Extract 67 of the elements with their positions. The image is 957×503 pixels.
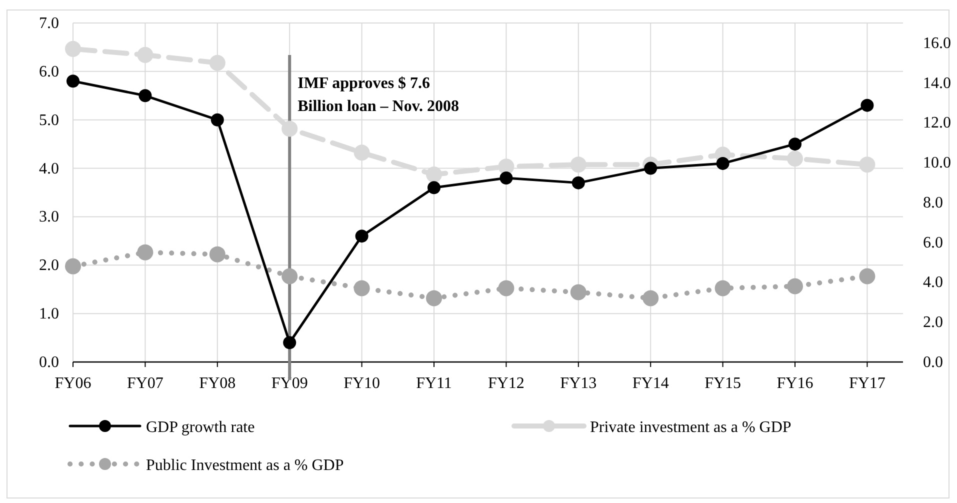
point <box>498 280 514 296</box>
y2-tick-label: 8.0 <box>923 194 943 212</box>
y-tick-label: 4.0 <box>39 160 59 178</box>
y-tick-label: 5.0 <box>39 112 59 129</box>
point <box>354 144 370 161</box>
point <box>788 138 802 151</box>
point <box>65 40 81 57</box>
point <box>500 171 513 184</box>
x-tick-label: FY15 <box>704 375 742 392</box>
point <box>282 120 298 137</box>
x-tick-label: FY12 <box>488 375 524 392</box>
point <box>426 166 442 183</box>
point <box>282 268 298 284</box>
y2-tick-label: 0.0 <box>923 354 943 371</box>
point <box>498 158 514 175</box>
point <box>137 244 154 260</box>
x-tick-label: FY07 <box>126 375 164 392</box>
point <box>209 246 226 262</box>
y2-tick-label: 14.0 <box>923 74 951 92</box>
x-tick-label: FY09 <box>271 375 308 392</box>
point <box>354 280 370 296</box>
point <box>859 268 876 284</box>
point <box>570 156 586 173</box>
x-tick-label: FY14 <box>632 375 669 392</box>
point <box>210 113 224 126</box>
point <box>428 181 440 194</box>
y2-tick-label: 2.0 <box>923 314 943 332</box>
point <box>787 150 803 167</box>
legend-label: GDP growth rate <box>146 419 255 436</box>
point <box>572 176 585 190</box>
point <box>426 290 442 306</box>
point <box>355 230 368 243</box>
y-tick-label: 3.0 <box>39 208 59 226</box>
y-tick-label: 1.0 <box>39 306 59 323</box>
point <box>859 156 876 173</box>
point <box>137 46 154 63</box>
point <box>716 156 730 170</box>
x-tick-label: FY11 <box>416 375 452 392</box>
x-tick-label: FY10 <box>344 375 380 392</box>
x-tick-label: FY08 <box>199 375 236 392</box>
legend-label: Private investment as a % GDP <box>590 419 792 436</box>
y-tick-label: 6.0 <box>39 63 59 80</box>
y2-tick-label: 10.0 <box>923 154 951 172</box>
ref-line-label: IMF approves $ 7.6 Billion loan – Nov. 2008 <box>298 75 459 115</box>
y2-tick-label: 12.0 <box>923 114 951 132</box>
legend-label: Public Investment as a % GDP <box>146 457 344 474</box>
x-tick-label: FY06 <box>54 375 92 392</box>
point <box>66 74 80 88</box>
x-tick-label: FY16 <box>776 375 814 392</box>
y2-tick-label: 4.0 <box>923 274 943 292</box>
y-tick-label: 7.0 <box>39 15 59 32</box>
point <box>570 284 586 300</box>
point <box>644 162 658 175</box>
point <box>714 280 731 296</box>
point <box>138 89 152 102</box>
point <box>65 258 81 274</box>
y-tick-label: 0.0 <box>39 354 59 371</box>
point <box>209 54 226 71</box>
point <box>642 290 659 306</box>
point <box>860 98 874 112</box>
point <box>283 336 296 350</box>
point <box>787 278 803 294</box>
y-tick-label: 2.0 <box>39 257 59 274</box>
y2-tick-label: 16.0 <box>923 34 951 52</box>
y2-tick-label: 6.0 <box>923 234 943 252</box>
x-tick-label: FY13 <box>560 375 597 392</box>
x-tick-label: FY17 <box>848 375 886 392</box>
